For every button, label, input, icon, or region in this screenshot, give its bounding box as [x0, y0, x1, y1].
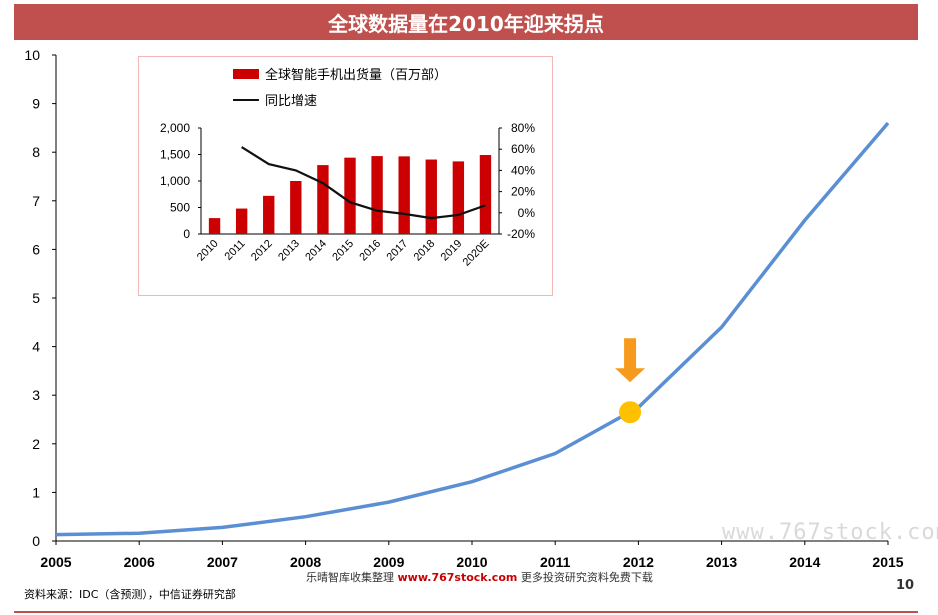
inset-x-tick-label: 2015 — [330, 238, 356, 264]
x-tick-label: 2006 — [124, 554, 155, 570]
shipment-bar — [235, 208, 248, 234]
footer-banner-right: 更多投资研究资料免费下载 — [520, 571, 653, 584]
legend-line-label: 同比增速 — [265, 93, 317, 108]
x-tick-label: 2014 — [789, 554, 820, 570]
y-tick-label: 0 — [32, 533, 40, 549]
inset-left-tick-label: 2,000 — [160, 121, 190, 135]
shipment-bar — [208, 218, 221, 234]
inset-x-tick-label: 2016 — [357, 238, 383, 264]
inset-left-tick-label: 0 — [183, 227, 190, 241]
inset-right-tick-label: -20% — [507, 227, 535, 241]
page-title: 全球数据量在2010年迎来拐点 — [14, 4, 918, 40]
legend-bar-label: 全球智能手机出货量（百万部） — [265, 67, 447, 82]
x-tick-label: 2012 — [623, 554, 654, 570]
watermark: www.767stock.com — [722, 520, 938, 545]
y-tick-label: 6 — [32, 241, 40, 257]
x-tick-label: 2010 — [456, 554, 487, 570]
y-tick-label: 7 — [32, 193, 40, 209]
y-tick-label: 4 — [32, 339, 40, 355]
shipment-bar — [263, 195, 275, 234]
shipment-bar — [290, 181, 302, 234]
inset-right-tick-label: 20% — [511, 185, 535, 199]
shipment-bar — [425, 159, 437, 234]
inset-left-tick-label: 500 — [170, 201, 190, 215]
main-axes — [52, 54, 889, 545]
x-tick-label: 2008 — [290, 554, 321, 570]
inset-x-tick-label: 2017 — [385, 238, 411, 264]
y-tick-label: 10 — [24, 47, 40, 63]
inset-right-tick-label: 80% — [511, 121, 535, 135]
inset-x-tick-label: 2018 — [412, 238, 438, 264]
source-note: 资料来源：IDC（含预测），中信证券研究部 — [24, 588, 236, 601]
bottom-rule — [14, 611, 918, 613]
shipment-bar — [479, 155, 492, 234]
inset-left-tick-label: 1,000 — [160, 174, 190, 188]
legend-bar-swatch — [233, 69, 259, 79]
y-tick-label: 1 — [32, 484, 40, 500]
inset-x-tick-label: 2013 — [276, 238, 302, 264]
x-tick-label: 2009 — [373, 554, 404, 570]
y-tick-label: 5 — [32, 290, 40, 306]
x-tick-label: 2015 — [872, 554, 903, 570]
growth-rate-line — [241, 146, 486, 220]
y-tick-label: 3 — [32, 387, 40, 403]
y-tick-label: 8 — [32, 144, 40, 160]
shipment-bar — [344, 157, 356, 234]
footer-banner-site[interactable]: www.767stock.com — [397, 571, 518, 584]
highlight-dot-icon — [619, 401, 642, 424]
x-tick-label: 2005 — [40, 554, 71, 570]
x-tick-label: 2013 — [706, 554, 737, 570]
inset-x-tick-label: 2010 — [195, 238, 221, 264]
page-number: 10 — [896, 578, 915, 593]
shipment-bar — [452, 161, 465, 234]
shipment-bar — [398, 156, 410, 234]
down-arrow-icon — [615, 338, 646, 383]
x-tick-label: 2011 — [540, 554, 571, 570]
main-series-group — [55, 121, 890, 537]
inset-x-tick-label: 2012 — [249, 238, 275, 264]
y-tick-label: 2 — [32, 436, 40, 452]
footer-banner-left: 乐晴智库收集整理 — [306, 571, 394, 584]
inset-x-tick-label: 2014 — [303, 238, 329, 264]
y-tick-label: 9 — [32, 96, 40, 112]
x-tick-label: 2007 — [207, 554, 238, 570]
shipment-bar — [371, 156, 383, 234]
inset-right-tick-label: 60% — [511, 142, 535, 156]
footer-banner: 乐晴智库收集整理 www.767stock.com 更多投资研究资料免费下载 — [306, 569, 653, 585]
inset-x-tick-label: 2011 — [223, 238, 248, 263]
inset-right-tick-label: 0% — [518, 206, 536, 220]
inset-chart-box: 0 500 1,000 1,500 2,000 -20% 0% 20% 40% 60% 80% 201… — [138, 56, 553, 296]
inset-x-tick-label: 2020E — [461, 238, 492, 269]
inset-left-tick-label: 1,500 — [160, 148, 190, 162]
inset-smartphone-chart: 0 500 1,000 1,500 2,000 -20% 0% 20% 40% 60% 80% 201… — [160, 67, 536, 269]
shipment-bar — [317, 165, 329, 234]
inset-right-tick-label: 40% — [511, 163, 535, 177]
